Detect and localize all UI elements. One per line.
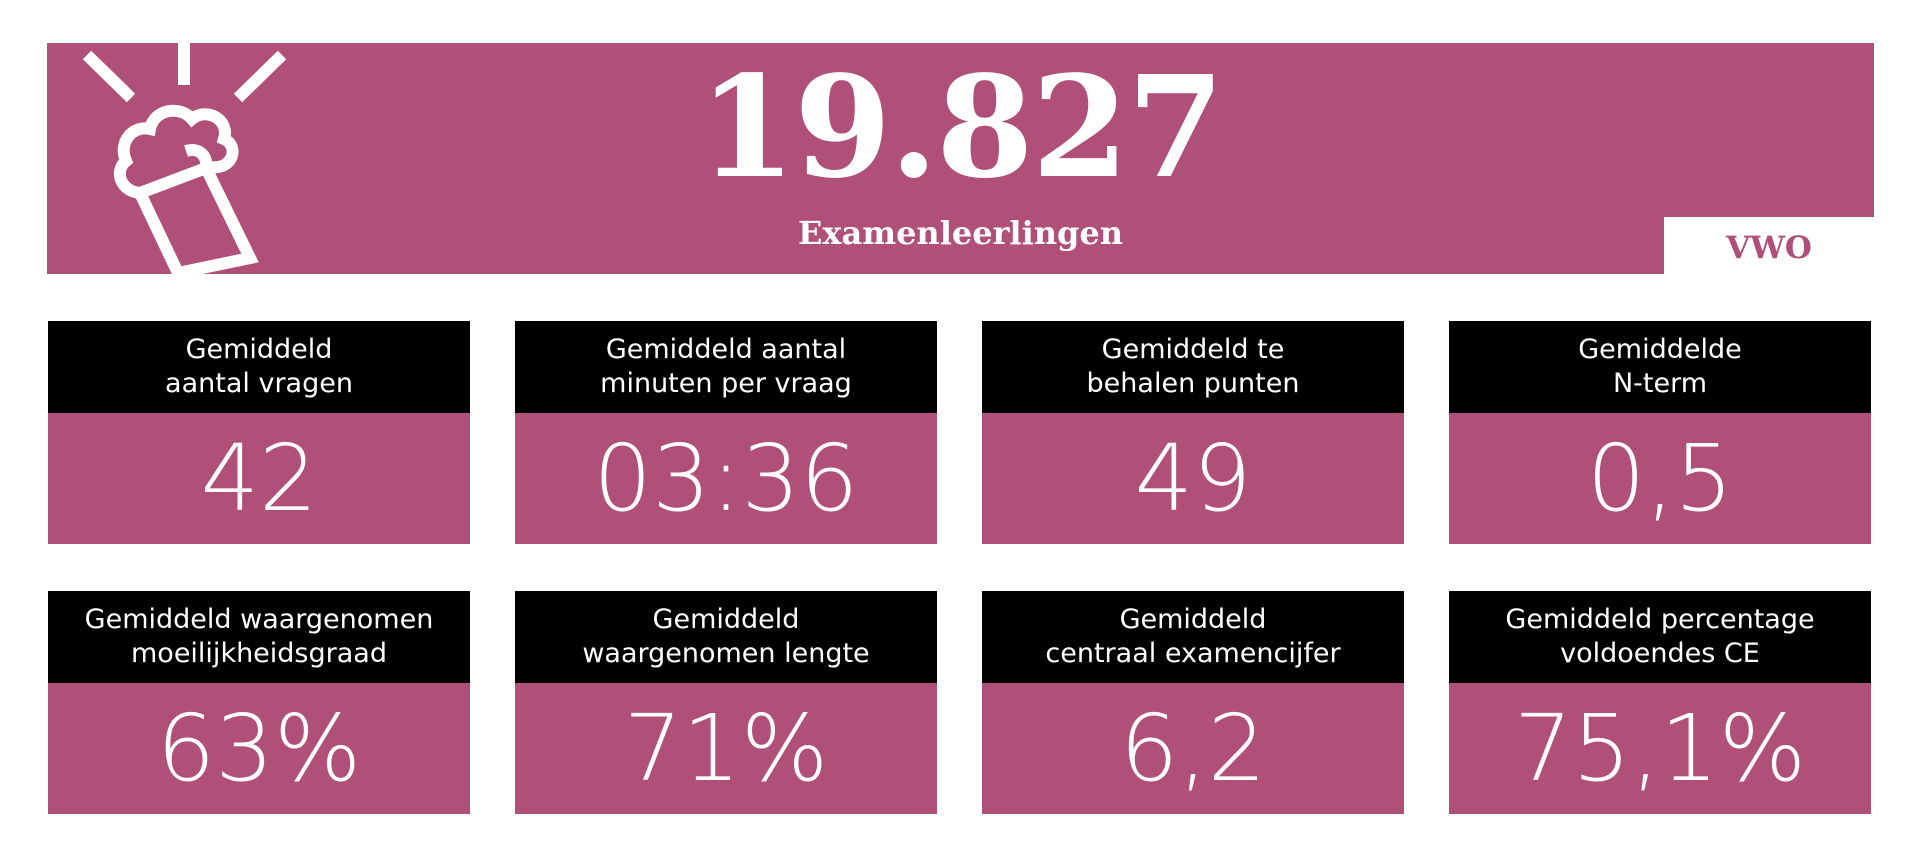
level-label: VWO xyxy=(1726,230,1812,266)
stat-card-label: Gemiddeld te behalen punten xyxy=(982,321,1404,413)
stat-card-value: 49 xyxy=(982,413,1404,544)
beer-glass-icon xyxy=(82,43,287,274)
stat-card-label: Gemiddelde N-term xyxy=(1449,321,1871,413)
stat-card-points: Gemiddeld te behalen punten 49 xyxy=(982,321,1404,544)
level-tab xyxy=(1664,217,1874,274)
stat-card-minutes-per-question: Gemiddeld aantal minuten per vraag 03:36 xyxy=(515,321,937,544)
stat-card-value: 03:36 xyxy=(515,413,937,544)
stat-card-label: Gemiddeld aantal vragen xyxy=(48,321,470,413)
stat-card-value: 0,5 xyxy=(1449,413,1871,544)
stat-card-difficulty: Gemiddeld waargenomen moeilijkheidsgraad… xyxy=(48,591,470,814)
stat-card-value: 63% xyxy=(48,683,470,814)
stat-card-pass-rate: Gemiddeld percentage voldoendes CE 75,1% xyxy=(1449,591,1871,814)
summary-banner xyxy=(47,43,1874,274)
stat-card-value: 42 xyxy=(48,413,470,544)
stat-card-value: 75,1% xyxy=(1449,683,1871,814)
stat-card-exam-grade: Gemiddeld centraal examencijfer 6,2 xyxy=(982,591,1404,814)
stat-card-questions: Gemiddeld aantal vragen 42 xyxy=(48,321,470,544)
stat-card-length: Gemiddeld waargenomen lengte 71% xyxy=(515,591,937,814)
stat-card-label: Gemiddeld waargenomen lengte xyxy=(515,591,937,683)
stat-card-n-term: Gemiddelde N-term 0,5 xyxy=(1449,321,1871,544)
stat-card-value: 6,2 xyxy=(982,683,1404,814)
stat-card-label: Gemiddeld waargenomen moeilijkheidsgraad xyxy=(48,591,470,683)
stat-card-value: 71% xyxy=(515,683,937,814)
exam-student-count: 19.827 xyxy=(698,46,1225,210)
stat-card-label: Gemiddeld percentage voldoendes CE xyxy=(1449,591,1871,683)
banner-subtitle: Examenleerlingen xyxy=(798,214,1123,252)
stat-card-label: Gemiddeld aantal minuten per vraag xyxy=(515,321,937,413)
stat-card-label: Gemiddeld centraal examencijfer xyxy=(982,591,1404,683)
